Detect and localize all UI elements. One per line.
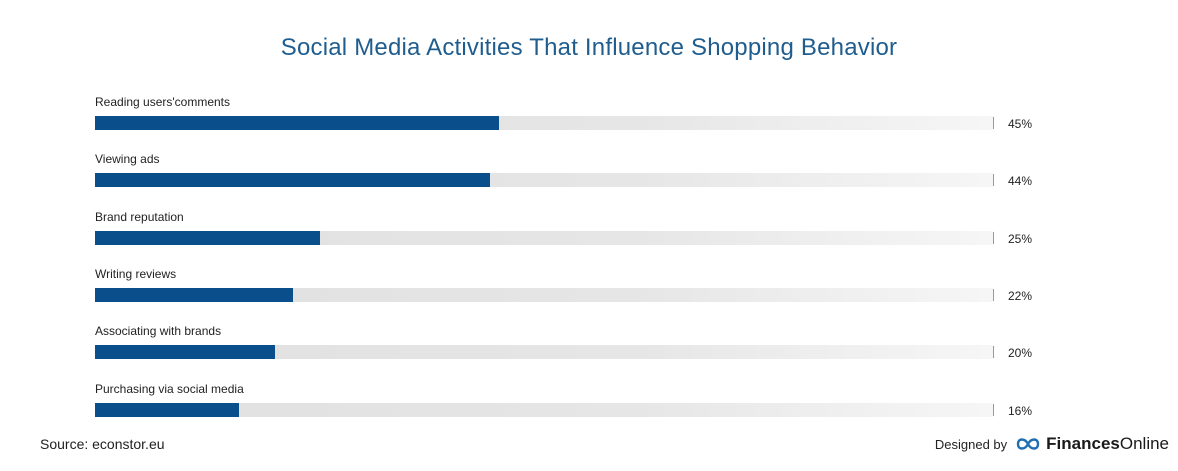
financesonline-logo-text: FinancesOnline — [1046, 434, 1169, 453]
category-label: Reading users'comments — [95, 95, 231, 109]
bar-track — [95, 402, 993, 417]
value-label: 45% — [1008, 117, 1033, 131]
category-label: Purchasing via social media — [95, 381, 244, 396]
value-label: 22% — [1008, 288, 1033, 303]
source-note: Source: econstor.eu — [40, 436, 165, 452]
category-label: Viewing ads — [95, 152, 160, 167]
bar-track — [95, 116, 993, 130]
value-label: 25% — [1008, 231, 1033, 246]
bar — [95, 173, 491, 188]
value-label: 44% — [1008, 174, 1033, 189]
chart-title: Social Media Activities That Influence S… — [280, 34, 898, 61]
category-label: Brand reputation — [95, 209, 184, 224]
bar-end-tick — [993, 117, 994, 129]
designed-by-label: Designed by — [934, 436, 1008, 452]
bar-end-tick — [993, 174, 994, 187]
category-label: Associating with brands — [95, 324, 222, 339]
bar — [95, 345, 275, 360]
bar-end-tick — [993, 403, 994, 416]
bar — [95, 402, 239, 417]
bar — [95, 116, 500, 130]
category-label: Writing reviews — [95, 266, 177, 281]
bar — [95, 287, 293, 302]
bar-track — [95, 345, 993, 360]
bar-end-tick — [993, 288, 994, 301]
designed-by: Designed by FinancesOnline — [935, 434, 1169, 454]
bar-track — [95, 230, 993, 245]
value-label: 20% — [1008, 346, 1033, 361]
bar-end-tick — [993, 231, 994, 244]
bar-track — [95, 173, 993, 188]
bar-track — [95, 287, 993, 302]
bar-end-tick — [993, 346, 994, 359]
bar — [95, 230, 320, 245]
value-label: 16% — [1008, 403, 1033, 418]
financesonline-logo-icon — [1016, 438, 1040, 450]
